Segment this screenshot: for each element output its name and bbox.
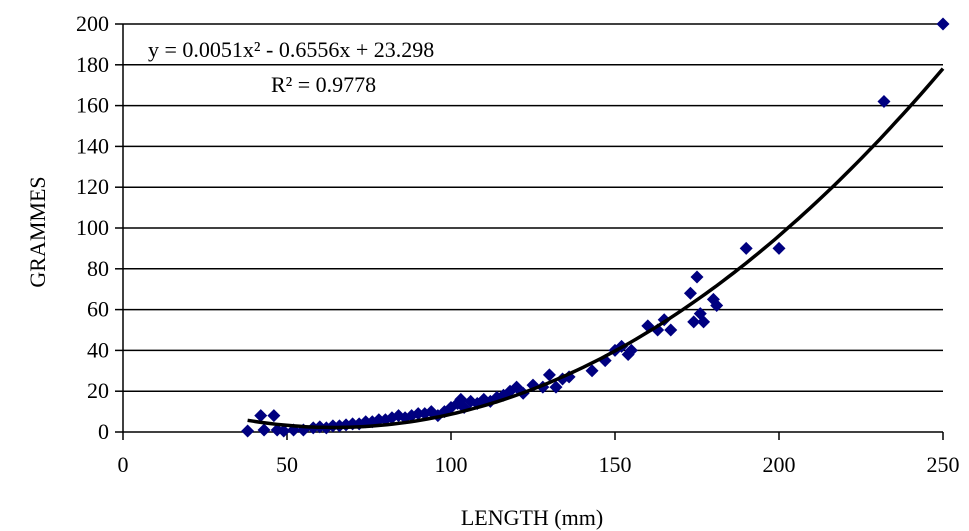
data-point-2 — [257, 423, 271, 437]
x-tick-label-3: 150 — [599, 452, 632, 477]
y-tick-labels: 0 20 40 60 80 100 120 140 160 180 200 — [76, 11, 109, 444]
data-points — [241, 17, 950, 438]
data-point-24 — [411, 407, 425, 421]
data-point-44 — [542, 368, 556, 382]
data-point-64 — [710, 299, 724, 313]
data-point-48 — [585, 364, 599, 378]
y-tick-label-2: 40 — [87, 337, 109, 362]
data-point-18 — [372, 413, 386, 427]
data-point-67 — [877, 95, 891, 109]
trendline-equation: y = 0.0051x² - 0.6556x + 23.298 — [148, 37, 434, 62]
y-axis-title: GRAMMES — [25, 176, 50, 287]
y-tick-label-0: 0 — [98, 419, 109, 444]
x-tick-label-2: 100 — [435, 452, 468, 477]
data-point-53 — [624, 343, 638, 357]
y-tick-label-4: 80 — [87, 256, 109, 281]
y-tick-label-8: 160 — [76, 93, 109, 118]
y-tick-label-9: 180 — [76, 52, 109, 77]
x-tick-label-5: 250 — [927, 452, 960, 477]
data-point-66 — [772, 241, 786, 255]
x-tick-label-4: 200 — [763, 452, 796, 477]
y-tick-label-1: 20 — [87, 378, 109, 403]
data-point-62 — [697, 315, 711, 329]
data-point-59 — [687, 315, 701, 329]
x-tick-label-1: 50 — [276, 452, 298, 477]
data-point-0 — [241, 424, 255, 438]
data-point-65 — [739, 241, 753, 255]
y-tick-label-7: 140 — [76, 133, 109, 158]
trendline — [247, 67, 945, 430]
axes — [122, 24, 944, 440]
data-point-45 — [549, 380, 563, 394]
data-point-60 — [690, 270, 704, 284]
x-tick-label-0: 0 — [118, 452, 129, 477]
x-axis-title: LENGTH (mm) — [461, 505, 603, 530]
y-tick-label-5: 100 — [76, 215, 109, 240]
data-point-3 — [267, 409, 281, 423]
y-tick-label-10: 200 — [76, 11, 109, 36]
x-tick-labels: 0 50 100 150 200 250 — [118, 452, 960, 477]
y-tick-label-3: 60 — [87, 297, 109, 322]
trendline-r2: R² = 0.9778 — [271, 72, 376, 97]
data-point-58 — [683, 286, 697, 300]
data-point-68 — [936, 17, 950, 31]
data-point-57 — [664, 323, 678, 337]
data-point-5 — [277, 424, 291, 438]
grid-lines — [115, 23, 943, 433]
data-point-1 — [254, 409, 268, 423]
y-tick-label-6: 120 — [76, 174, 109, 199]
